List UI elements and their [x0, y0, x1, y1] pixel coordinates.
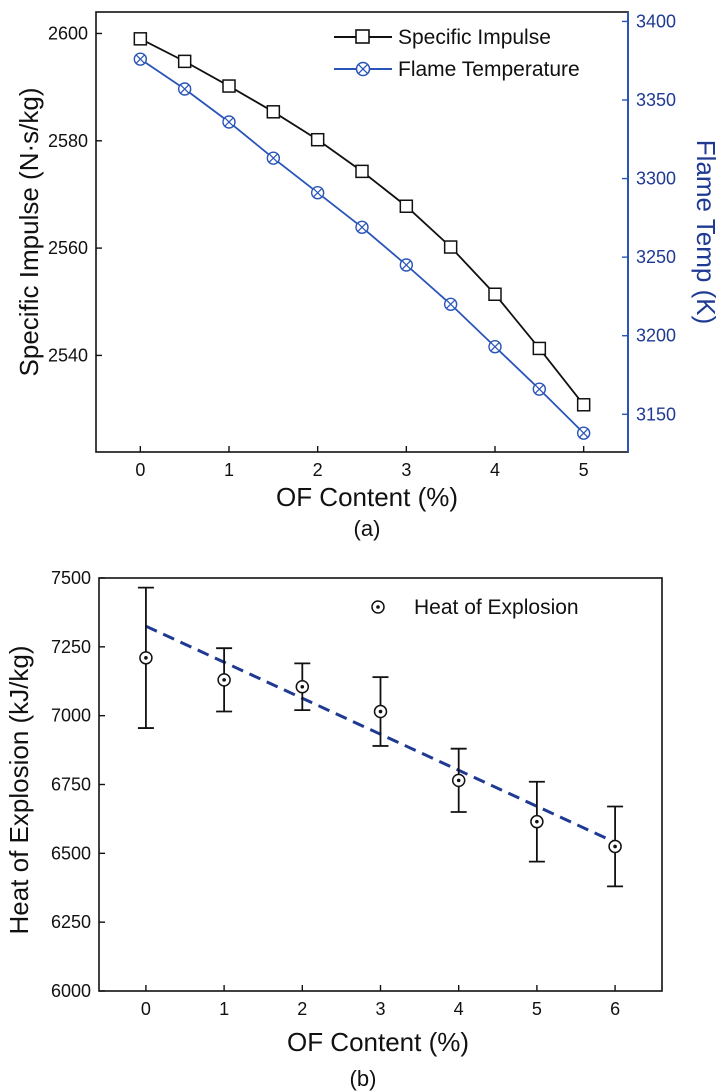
data-point-flame-temperature: [488, 340, 502, 354]
data-point-heat-of-explosion: [451, 773, 466, 788]
right-axis-line-a: [627, 12, 629, 452]
panel-b: 0 1 2 3 4 5 6 6000 6250 6500 6750 7000 7250 7500 Hea…: [4, 568, 663, 1091]
data-point-specific-impulse: [133, 32, 148, 46]
data-point-heat-of-explosion: [217, 673, 231, 687]
panel-a: 0 1 2 3 4 5 2540 2560 2580 2600 3150 3200 3250 3300…: [14, 11, 720, 541]
legend-label-heat-of-explosion: Heat of Explosion: [414, 596, 579, 619]
plot-area-b: [98, 577, 663, 992]
series-lines-a: [139, 38, 585, 434]
data-point-specific-impulse: [355, 164, 369, 179]
data-point-flame-temperature: [443, 297, 458, 311]
y-axis-title-b: Heat of Explosion (kJ/kg): [4, 645, 34, 934]
x-axis-ticks-b: 0 1 2 3 4 5 6: [141, 985, 620, 1019]
y-tick-label: 2600: [48, 23, 88, 43]
y2-tick-label: 3400: [636, 11, 676, 31]
y-axis-ticks-b: 6000 6250 6500 6750 7000 7250 7500: [51, 568, 105, 1001]
data-point-specific-impulse: [443, 240, 458, 254]
y-axis-title-a: Specific Impulse (N·s/kg): [14, 88, 44, 377]
data-point-specific-impulse: [222, 79, 236, 93]
x-tick-label: 4: [490, 460, 500, 480]
data-point-heat-of-explosion: [295, 680, 310, 694]
y-tick-label: 6750: [51, 775, 91, 795]
y2-tick-label: 3250: [636, 247, 676, 267]
legend-label-specific-impulse: Specific Impulse: [398, 26, 551, 49]
data-point-flame-temperature: [355, 220, 369, 234]
y-tick-label: 6250: [51, 912, 91, 932]
x-tick-label: 1: [224, 460, 234, 480]
legend-b: Heat of Explosion: [371, 596, 579, 619]
legend-square-marker: [355, 29, 370, 44]
x-axis-title-b: OF Content (%): [287, 1027, 469, 1057]
legend-crossed-circle-marker: [355, 61, 371, 77]
data-point-specific-impulse: [532, 341, 547, 356]
y-tick-label: 2540: [48, 345, 88, 365]
caption-b: (b): [350, 1066, 377, 1091]
data-point-flame-temperature: [133, 52, 148, 66]
data-point-heat-of-explosion: [139, 651, 153, 665]
data-point-flame-temperature: [266, 151, 281, 165]
x-tick-label: 3: [375, 999, 385, 1019]
caption-a: (a): [354, 516, 381, 541]
x-tick-label: 6: [610, 999, 620, 1019]
x-tick-label: 2: [313, 460, 323, 480]
y-tick-label: 6500: [51, 843, 91, 863]
error-bars-b: [137, 586, 624, 888]
data-point-specific-impulse: [310, 132, 325, 147]
y-axis-ticks-a: 2540 2560 2580 2600: [48, 23, 102, 365]
x-tick-label: 0: [135, 460, 145, 480]
y-tick-label: 6000: [51, 981, 91, 1001]
data-point-specific-impulse: [576, 398, 591, 412]
y2-tick-label: 3300: [636, 169, 676, 189]
y2-tick-label: 3200: [636, 326, 676, 346]
data-point-flame-temperature: [222, 115, 236, 129]
data-point-flame-temperature: [576, 426, 591, 440]
data-point-flame-temperature: [177, 82, 192, 96]
y2-axis-ticks-a: 3150 3200 3250 3300 3350 3400: [622, 11, 676, 424]
y-tick-label: 7500: [51, 568, 91, 588]
data-point-specific-impulse: [399, 199, 414, 213]
data-point-specific-impulse: [266, 105, 281, 119]
y-tick-label: 2580: [48, 131, 88, 151]
data-point-heat-of-explosion: [373, 704, 388, 719]
y2-tick-label: 3350: [636, 90, 676, 110]
data-point-flame-temperature: [532, 382, 547, 396]
legend-dotted-circle-marker: [371, 600, 385, 614]
y-tick-label: 7250: [51, 637, 91, 657]
x-tick-label: 4: [454, 999, 464, 1019]
y-tick-label: 7000: [51, 706, 91, 726]
data-point-specific-impulse: [488, 287, 502, 301]
series-markers-a: [133, 32, 591, 440]
y2-axis-title-a: Flame Temp (K): [691, 140, 720, 324]
x-axis-ticks-a: 0 1 2 3 4 5: [135, 446, 589, 480]
data-point-heat-of-explosion: [608, 839, 622, 854]
series-markers-b: [139, 651, 622, 854]
x-tick-label: 2: [297, 999, 307, 1019]
legend-label-flame-temperature: Flame Temperature: [398, 58, 580, 81]
x-tick-label: 5: [532, 999, 542, 1019]
data-point-heat-of-explosion: [530, 814, 544, 829]
x-tick-label: 5: [579, 460, 589, 480]
data-point-flame-temperature: [399, 258, 414, 272]
x-tick-label: 0: [141, 999, 151, 1019]
x-tick-label: 3: [401, 460, 411, 480]
legend-a: Specific Impulse Flame Temperature: [334, 26, 580, 81]
y2-tick-label: 3150: [636, 404, 676, 424]
data-point-specific-impulse: [177, 54, 192, 69]
series-line-flame-temperature: [139, 58, 585, 434]
x-axis-title-a: OF Content (%): [276, 482, 458, 512]
data-point-flame-temperature: [310, 186, 325, 200]
x-tick-label: 1: [219, 999, 229, 1019]
y-tick-label: 2560: [48, 238, 88, 258]
